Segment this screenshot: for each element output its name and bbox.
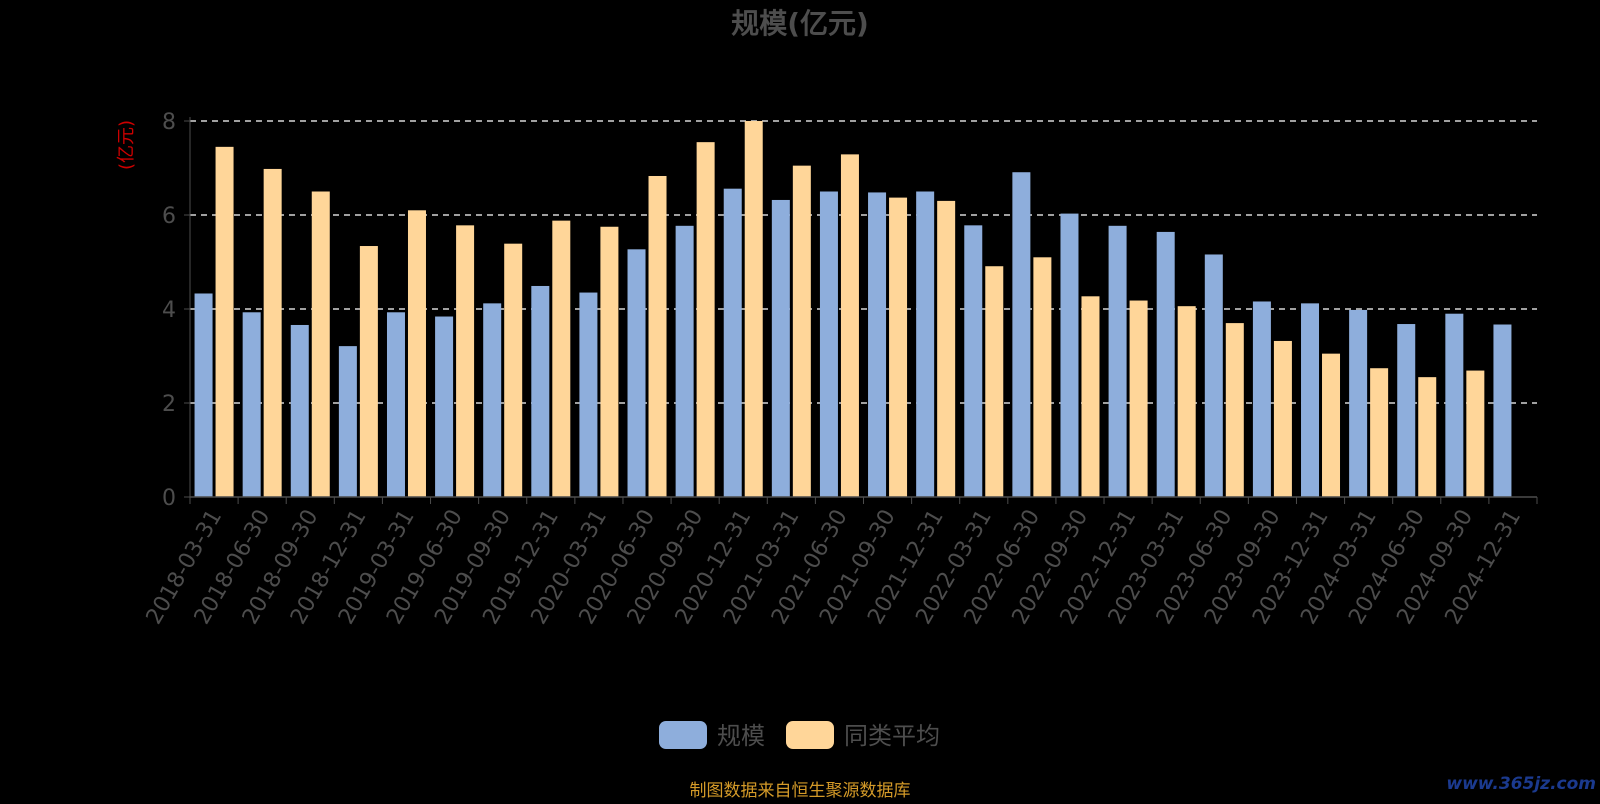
legend-label: 同类平均 — [844, 722, 940, 750]
bar-peer-average[interactable] — [600, 226, 619, 497]
bar-peer-average[interactable] — [263, 168, 282, 497]
bar-scale[interactable] — [1397, 324, 1416, 497]
bar-peer-average[interactable] — [1081, 296, 1100, 497]
bar-peer-average[interactable] — [696, 142, 715, 497]
legend-label: 规模 — [717, 722, 765, 750]
bar-scale[interactable] — [771, 199, 790, 497]
bar-peer-average[interactable] — [792, 165, 811, 497]
bar-peer-average[interactable] — [889, 197, 908, 498]
bar-scale[interactable] — [1445, 313, 1464, 497]
bar-scale[interactable] — [579, 292, 598, 497]
bar-peer-average[interactable] — [1273, 340, 1292, 497]
bar-scale[interactable] — [194, 293, 213, 497]
bar-scale[interactable] — [675, 225, 694, 497]
bar-scale[interactable] — [531, 285, 550, 497]
legend-swatch — [786, 721, 834, 749]
bar-scale[interactable] — [1349, 309, 1368, 497]
bar-scale[interactable] — [386, 312, 405, 497]
bar-peer-average[interactable] — [407, 210, 426, 498]
bar-scale[interactable] — [1493, 324, 1512, 497]
bar-scale[interactable] — [1156, 231, 1175, 498]
bar-peer-average[interactable] — [985, 266, 1004, 497]
bar-peer-average[interactable] — [1129, 300, 1148, 497]
bar-peer-average[interactable] — [311, 191, 330, 498]
bar-scale[interactable] — [483, 303, 502, 497]
chart-title: 规模(亿元) — [731, 7, 869, 40]
bar-scale[interactable] — [627, 249, 646, 497]
bar-peer-average[interactable] — [937, 200, 956, 497]
bar-scale[interactable] — [916, 191, 935, 498]
bar-peer-average[interactable] — [840, 154, 859, 497]
bar-peer-average[interactable] — [1370, 368, 1389, 497]
legend[interactable]: 规模 同类平均 — [659, 721, 940, 750]
bar-scale[interactable] — [868, 192, 887, 497]
bar-scale[interactable] — [290, 324, 309, 497]
bar-peer-average[interactable] — [648, 175, 667, 498]
bar-scale[interactable] — [1204, 254, 1223, 497]
y-tick-label: 2 — [162, 392, 176, 417]
bar-peer-average[interactable] — [1177, 306, 1196, 497]
source-note: 制图数据来自恒生聚源数据库 — [690, 781, 911, 800]
bar-peer-average[interactable] — [1225, 323, 1244, 497]
y-tick-label: 8 — [162, 110, 176, 135]
bar-peer-average[interactable] — [504, 243, 523, 497]
bar-scale[interactable] — [1108, 225, 1127, 497]
bar-peer-average[interactable] — [215, 146, 234, 497]
bars — [194, 121, 1512, 498]
bar-peer-average[interactable] — [552, 220, 571, 497]
watermark: www.365jz.com — [1446, 774, 1596, 794]
bar-scale[interactable] — [1252, 301, 1271, 497]
bar-scale[interactable] — [338, 346, 357, 497]
bar-scale[interactable] — [242, 312, 261, 497]
bar-peer-average[interactable] — [456, 225, 475, 497]
bar-peer-average[interactable] — [1322, 353, 1341, 497]
y-axis-label: (亿元) — [116, 120, 137, 170]
bar-peer-average[interactable] — [1418, 377, 1437, 497]
bar-scale[interactable] — [1060, 213, 1079, 497]
y-tick-label: 6 — [162, 204, 176, 229]
bar-scale[interactable] — [435, 316, 454, 497]
bar-peer-average[interactable] — [1033, 257, 1052, 497]
bar-peer-average[interactable] — [359, 246, 378, 497]
bar-scale[interactable] — [964, 225, 983, 497]
bar-scale[interactable] — [723, 188, 742, 497]
y-tick-label: 4 — [162, 298, 176, 323]
legend-swatch — [659, 721, 707, 749]
bar-scale[interactable] — [819, 191, 838, 498]
bar-scale[interactable] — [1012, 172, 1031, 498]
legend-item-peer-average[interactable]: 同类平均 — [786, 721, 940, 750]
bar-peer-average[interactable] — [744, 121, 763, 497]
bar-scale[interactable] — [1301, 303, 1320, 497]
bar-peer-average[interactable] — [1466, 370, 1485, 497]
y-tick-label: 0 — [162, 486, 176, 511]
legend-item-scale[interactable]: 规模 — [659, 721, 765, 750]
